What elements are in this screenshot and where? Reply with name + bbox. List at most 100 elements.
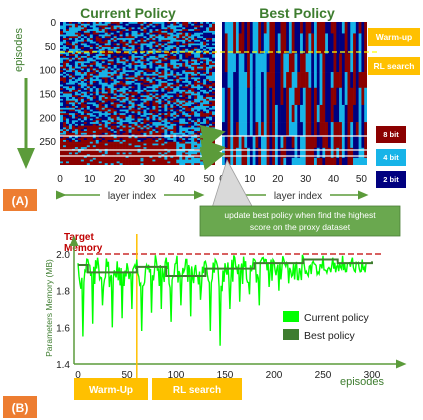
best-heat-cell [302,136,306,149]
current-heat-cell [146,45,150,48]
best-heat-cell [241,157,245,165]
current-heat-cell [92,66,97,69]
current-heat-cell [62,141,67,144]
current-heat-cell [77,91,82,94]
current-heat-cell [77,27,82,30]
current-heat-cell [137,48,141,51]
current-heat-cell [197,36,201,39]
current-heat-cell [77,145,82,148]
current-heat-cell [110,48,114,51]
current-heat-cell [212,111,215,114]
current-heat-cell [119,136,123,139]
current-heat-cell [197,64,201,67]
current-heat-cell [206,38,210,41]
current-heat-cell [158,38,162,41]
best-heat-cell [294,72,298,89]
current-heat-cell [146,52,150,55]
current-heat-cell [98,54,103,57]
current-heat-cell [164,80,168,84]
current-heat-cell [203,29,207,32]
current-heat-cell [80,59,85,62]
current-heat-cell [203,107,207,110]
current-heat-cell [95,122,100,125]
current-heat-cell [80,89,85,93]
current-heat-cell [143,95,147,98]
current-heat-cell [74,116,79,119]
current-heat-cell [86,55,91,59]
best-heat-cell [269,87,273,106]
current-heat-cell [128,73,132,76]
current-heat-cell [203,36,207,39]
current-heat-cell [182,132,186,135]
best-heat-cell [230,87,234,106]
best-heat-cell [302,147,306,159]
current-heat-cell [212,141,215,144]
current-heat-cell [209,141,213,144]
best-heat-cell [314,157,318,165]
current-heat-cell [68,123,73,126]
best-heat-cell [355,22,359,34]
current-heat-cell [191,143,195,146]
current-heat-cell [203,100,207,103]
current-heat-cell [71,98,76,101]
current-heat-cell [98,98,103,101]
current-heat-cell [173,125,177,128]
current-heat-cell [161,36,165,39]
current-heat-cell [158,109,162,112]
current-heat-cell [146,41,150,44]
best-heat-cell [294,136,298,149]
best-heat-cell [249,33,253,54]
best-heat-cell [297,33,301,54]
best-heat-cell [235,136,240,149]
current-heat-cell [92,127,97,130]
current-heat-cell [125,131,129,134]
current-heat-cell [65,66,70,69]
current-heat-cell [191,54,195,57]
current-heat-cell [143,47,147,50]
current-heat-cell [206,118,210,121]
best-heat-cell [244,53,248,73]
current-heat-cell [170,145,174,148]
current-heat-cell [209,84,213,87]
best-heat-cell [288,136,293,149]
current-heat-cell [176,150,180,153]
current-heat-cell [80,136,85,139]
current-heat-cell [143,111,147,114]
current-heat-cell [143,75,147,78]
current-heat-cell [188,116,192,119]
current-heat-cell [122,93,126,96]
current-heat-cell [164,72,168,75]
current-heat-cell [65,93,70,96]
current-heat-cell [170,147,174,150]
current-heat-cell [173,106,177,109]
best-heat-cell [319,136,323,149]
current-heat-cell [200,113,204,116]
best-heat-cell [252,136,256,149]
current-heat-cell [212,145,215,148]
current-heat-cell [125,82,129,85]
current-heat-cell [60,72,64,75]
best-heat-cell [291,136,295,149]
current-heat-cell [101,123,106,126]
best-heat-cell [272,147,276,159]
current-heat-cell [161,98,165,101]
current-heat-cell [122,114,126,118]
current-heat-cell [194,45,198,48]
current-heat-cell [203,41,207,44]
current-heat-cell [149,152,153,155]
current-heat-cell [155,131,159,134]
current-heat-cell [206,107,210,110]
current-heat-cell [194,139,198,143]
current-heat-cell [80,102,85,105]
current-heat-cell [83,150,88,153]
current-heat-cell [98,47,103,50]
current-heat-cell [65,25,70,28]
current-heat-cell [107,43,111,46]
current-heat-cell [164,152,168,155]
current-heat-cell [95,66,100,69]
current-heat-cell [158,88,162,91]
current-heat-cell [137,111,141,114]
current-heat-cell [104,32,108,35]
best-heat-cell [314,122,318,137]
current-heat-cell [143,138,147,141]
